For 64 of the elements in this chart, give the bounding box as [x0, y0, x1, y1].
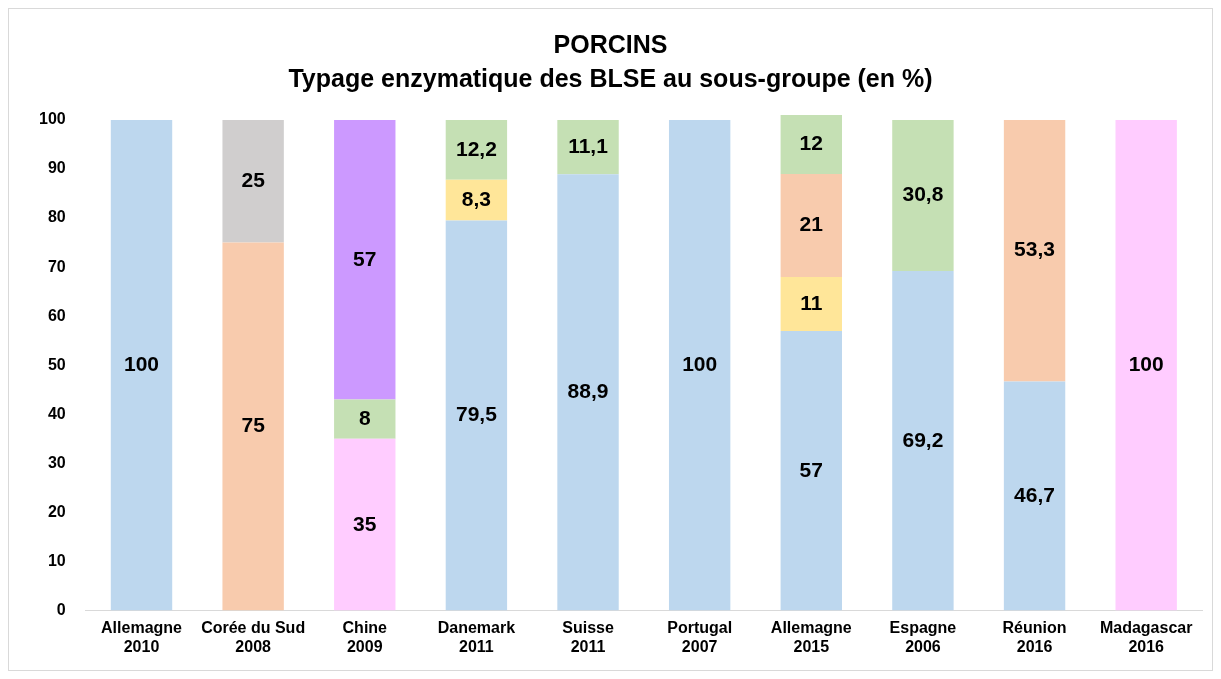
- data-label: 100: [123, 352, 160, 376]
- x-tick-label: Allemagne 2010: [101, 618, 183, 655]
- x-tick-label: Corée du Sud 2008: [201, 618, 306, 655]
- data-label: 11,1: [568, 133, 609, 157]
- chart-title: PORCINS: [553, 29, 668, 58]
- bar: [557, 119, 619, 175]
- data-label: 35: [353, 511, 377, 535]
- y-tick-label: 70: [47, 257, 66, 275]
- y-tick-label: 50: [47, 355, 66, 373]
- y-tick-label: 90: [47, 159, 66, 177]
- bar: [334, 399, 396, 439]
- data-label: 21: [799, 212, 824, 236]
- bar: [1003, 119, 1066, 382]
- y-tick-label: 40: [47, 404, 66, 422]
- bar: [892, 271, 954, 611]
- bar: [445, 119, 508, 180]
- bar: [222, 119, 284, 243]
- data-label: 30,8: [902, 182, 944, 206]
- bar: [668, 119, 731, 611]
- y-tick-label: 80: [47, 208, 66, 226]
- chart-subtitle: Typage enzymatique des BLSE au sous-groupe (en %): [288, 63, 933, 92]
- bar: [780, 115, 842, 174]
- bar: [892, 119, 954, 272]
- data-label: 69,2: [902, 427, 944, 451]
- y-tick-label: 60: [47, 306, 66, 324]
- data-label: 12,2: [455, 136, 497, 160]
- x-tick-label: Danemark 2011: [437, 618, 516, 655]
- y-tick-label: 10: [47, 551, 66, 569]
- bar: [1003, 381, 1066, 611]
- bar: [110, 119, 173, 611]
- data-label: 57: [353, 246, 377, 270]
- bar: [334, 438, 396, 611]
- bar: [445, 220, 508, 611]
- data-label: 8: [358, 406, 371, 430]
- data-label: 25: [241, 168, 266, 192]
- bar: [1115, 119, 1177, 611]
- data-label: 11: [800, 290, 823, 314]
- data-label: 100: [682, 352, 718, 376]
- y-tick-label: 30: [47, 453, 66, 471]
- bar: [780, 173, 842, 277]
- data-label: 100: [1128, 352, 1164, 376]
- data-label: 79,5: [455, 402, 498, 426]
- data-label: 57: [799, 457, 823, 481]
- data-label: 46,7: [1014, 482, 1055, 506]
- bar: [334, 119, 396, 400]
- x-tick-label: Portugal 2007: [667, 618, 733, 655]
- bar: [780, 330, 842, 611]
- y-tick-label: 20: [47, 502, 66, 520]
- y-tick-label: 100: [38, 110, 66, 128]
- data-label: 12: [799, 131, 823, 155]
- bar: [780, 276, 842, 331]
- x-tick-label: Chine 2009: [342, 618, 388, 655]
- data-label: 53,3: [1014, 237, 1055, 261]
- x-tick-label: Allemagne 2015: [770, 618, 852, 655]
- bar: [557, 174, 619, 611]
- data-label: 88,9: [567, 379, 609, 403]
- data-label: 8,3: [461, 186, 491, 210]
- x-tick-label: Madagascar 2016: [1099, 618, 1193, 655]
- bar: [222, 242, 284, 611]
- x-tick-label: Réunion 2016: [1002, 618, 1067, 655]
- x-tick-label: Espagne 2006: [889, 618, 957, 655]
- x-tick-label: Suisse 2011: [562, 618, 614, 655]
- y-tick-label: 0: [56, 601, 66, 619]
- data-label: 75: [241, 413, 266, 437]
